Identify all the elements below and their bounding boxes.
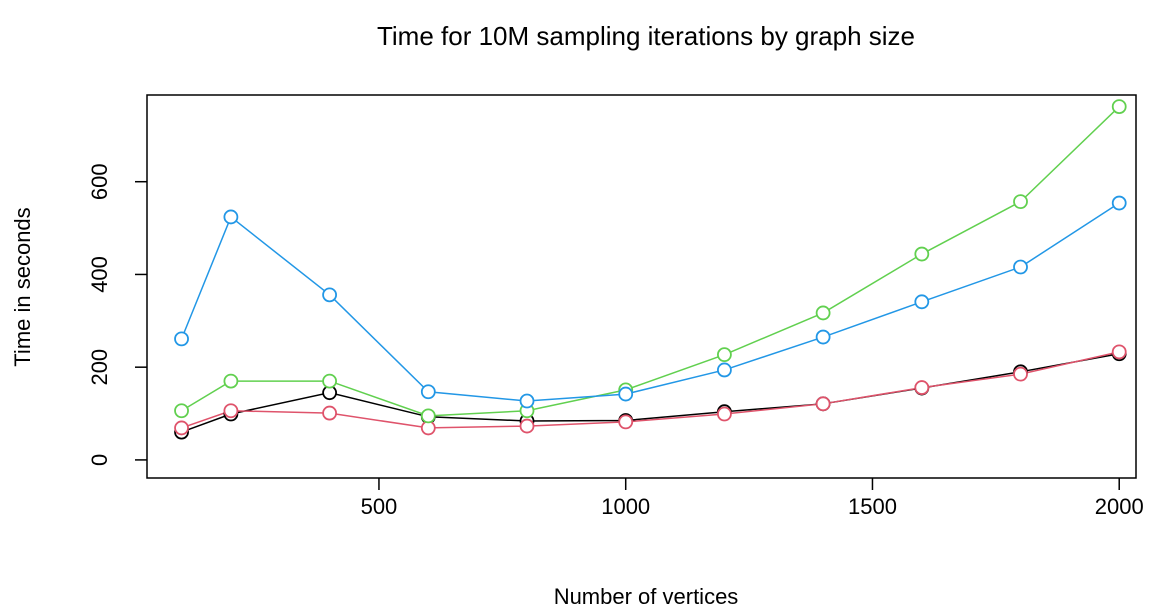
data-point xyxy=(618,386,634,402)
y-tick-label: 200 xyxy=(87,349,112,386)
data-point xyxy=(815,305,831,321)
data-point xyxy=(519,393,535,409)
series-line xyxy=(181,106,1120,417)
data-point xyxy=(519,418,535,434)
data-point xyxy=(174,420,189,436)
data-point xyxy=(223,403,239,419)
data-point xyxy=(914,380,930,395)
data-point xyxy=(174,403,189,419)
data-point xyxy=(322,373,337,389)
y-axis-label: Time in seconds xyxy=(10,207,35,366)
data-point xyxy=(1111,99,1127,114)
x-tick-label: 1500 xyxy=(848,494,897,519)
data-point xyxy=(1111,195,1127,211)
x-tick-label: 2000 xyxy=(1095,494,1144,519)
data-point xyxy=(717,406,732,422)
y-tick-label: 400 xyxy=(87,256,112,293)
data-point xyxy=(420,408,436,424)
data-point xyxy=(420,384,436,400)
data-point xyxy=(618,414,634,430)
plot-frame xyxy=(146,94,1137,479)
data-point xyxy=(223,373,239,389)
chart-title: Time for 10M sampling iterations by grap… xyxy=(377,21,915,51)
data-point xyxy=(420,420,436,436)
x-tick-label: 500 xyxy=(361,494,398,519)
data-point xyxy=(914,294,930,310)
data-point xyxy=(1013,194,1028,210)
data-point xyxy=(223,209,239,225)
x-axis-label: Number of vertices xyxy=(554,584,739,609)
series-line xyxy=(181,351,1120,429)
data-point xyxy=(717,347,732,363)
data-point xyxy=(1013,366,1028,382)
y-tick-label: 600 xyxy=(87,163,112,200)
data-point xyxy=(815,396,831,412)
data-point xyxy=(322,287,337,303)
y-tick-label: 0 xyxy=(87,454,112,466)
data-point xyxy=(322,405,337,421)
data-point xyxy=(1013,259,1028,275)
data-point xyxy=(815,329,831,345)
data-point xyxy=(717,362,732,378)
series-line xyxy=(180,202,1120,402)
data-point xyxy=(1111,344,1127,360)
data-point xyxy=(174,331,189,347)
x-tick-label: 1000 xyxy=(601,494,650,519)
data-point xyxy=(914,246,930,262)
